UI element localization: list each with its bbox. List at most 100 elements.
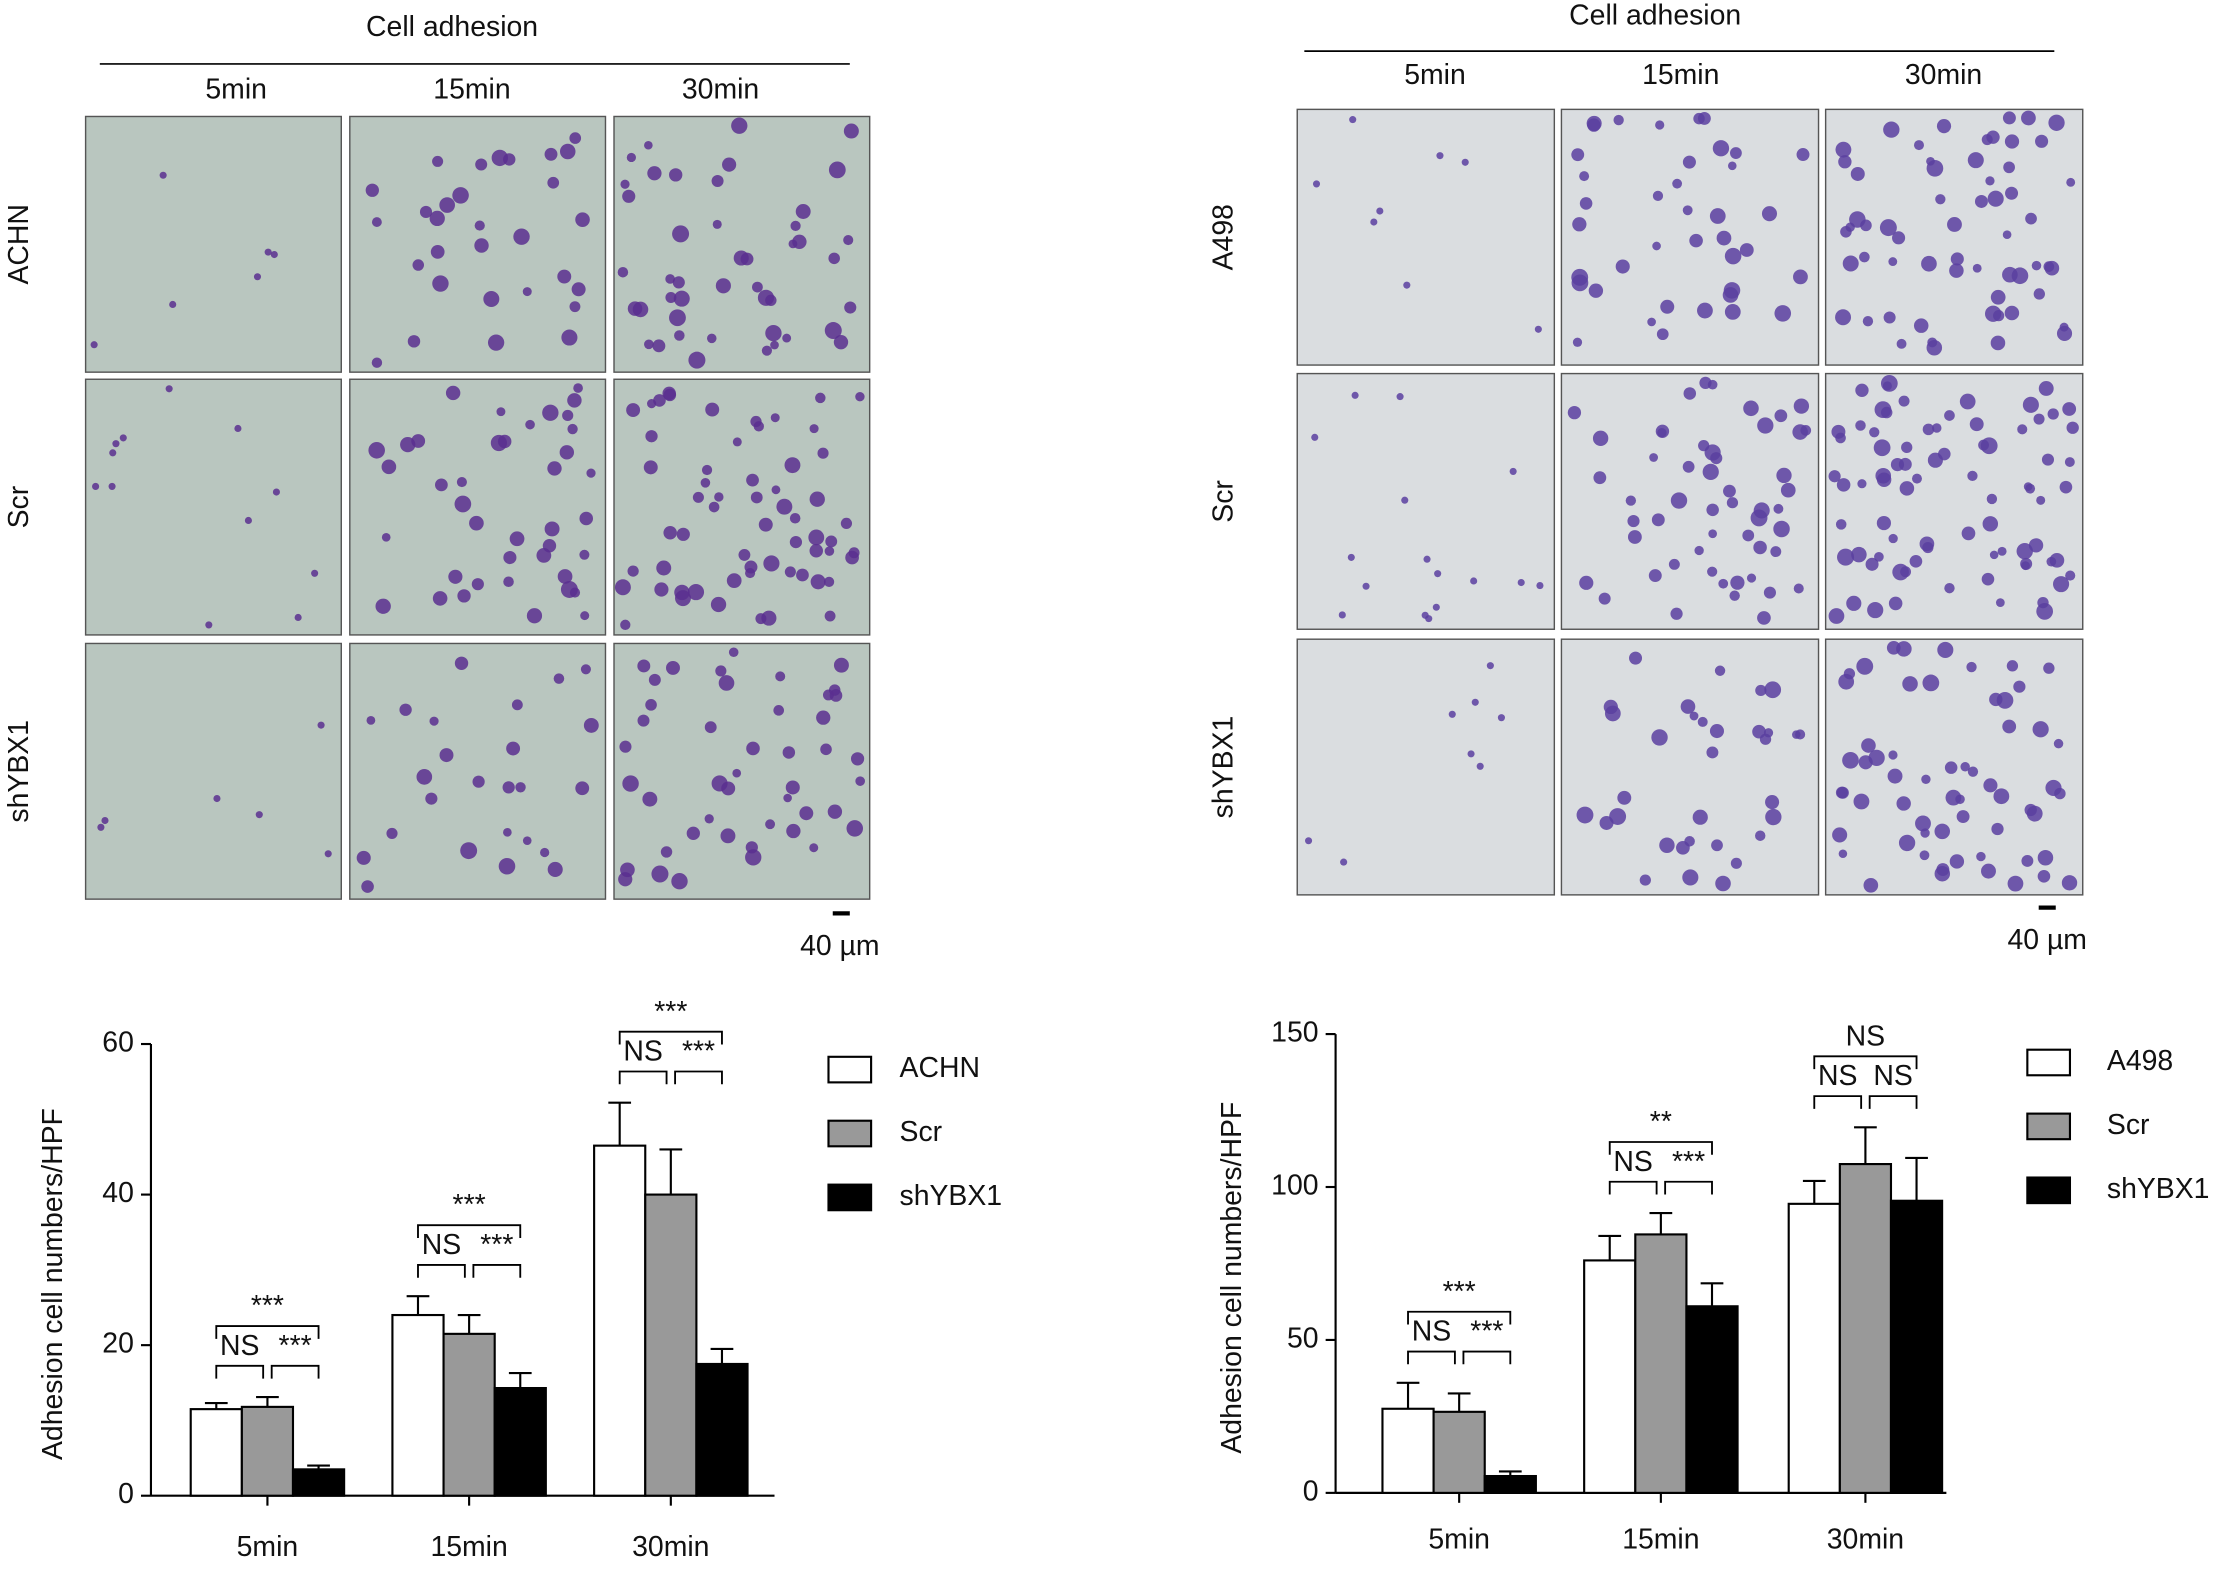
- cell: [425, 792, 438, 805]
- cell: [622, 775, 639, 792]
- cell: [1991, 822, 2004, 836]
- micrograph: [1824, 108, 2084, 366]
- cell: [1592, 430, 1609, 447]
- cell: [1981, 863, 1996, 879]
- cell: [559, 445, 575, 460]
- cell: [645, 699, 657, 711]
- bar: [1838, 1163, 1893, 1494]
- cell: [782, 333, 792, 343]
- cell: [829, 689, 843, 702]
- cell: [1832, 827, 1848, 843]
- micrograph: [1296, 638, 1556, 896]
- cell: [580, 664, 591, 675]
- significance-bracket: [417, 1224, 522, 1238]
- cell: [770, 340, 779, 350]
- cell: [1792, 424, 1808, 440]
- cell: [1774, 305, 1792, 322]
- cell: [750, 491, 763, 504]
- cell: [732, 768, 742, 778]
- cell: [1876, 515, 1891, 531]
- bar: [493, 1386, 547, 1497]
- cell: [1476, 762, 1484, 770]
- cell: [439, 748, 454, 763]
- cell: [1627, 530, 1642, 544]
- cell: [1461, 158, 1469, 166]
- y-axis-label: Adhesion cell numbers/HPF: [1216, 1102, 1248, 1454]
- cell: [1704, 444, 1721, 461]
- panel-header: Cell adhesion: [366, 11, 538, 43]
- cell: [1835, 432, 1846, 444]
- cell: [1432, 603, 1440, 611]
- cell: [1421, 611, 1429, 619]
- cell: [457, 589, 471, 603]
- cell: [1888, 257, 1898, 266]
- cell: [2021, 561, 2030, 571]
- cell: [740, 252, 754, 266]
- cell: [1682, 155, 1696, 169]
- cell: [1376, 207, 1384, 215]
- cell: [720, 828, 736, 844]
- cell: [1396, 393, 1404, 401]
- significance-label: ***: [453, 1189, 486, 1221]
- column-label: 5min: [205, 73, 267, 105]
- cell: [234, 424, 242, 433]
- cell: [626, 152, 636, 163]
- cell: [1869, 427, 1880, 438]
- cell: [1886, 640, 1901, 655]
- significance-bracket: [1813, 1095, 1863, 1109]
- cell: [1579, 575, 1594, 590]
- cell: [1955, 794, 1965, 805]
- cell: [771, 485, 781, 495]
- cell: [580, 611, 590, 621]
- cell: [469, 515, 484, 531]
- cell: [1793, 583, 1804, 594]
- cell: [843, 234, 854, 246]
- cell: [2047, 408, 2059, 420]
- cell: [1572, 217, 1587, 232]
- cell: [2011, 267, 2029, 285]
- cell: [1851, 546, 1867, 563]
- cell: [2066, 421, 2079, 434]
- cell: [1340, 858, 1348, 866]
- cell: [456, 476, 467, 488]
- cell: [547, 461, 562, 476]
- cell: [788, 239, 798, 249]
- cell: [656, 560, 672, 576]
- cell: [1757, 611, 1771, 625]
- cell: [1471, 698, 1479, 706]
- cell: [817, 447, 829, 459]
- cell: [1670, 492, 1688, 509]
- cell: [1579, 197, 1593, 210]
- cell: [775, 671, 786, 682]
- cell: [2004, 134, 2020, 149]
- cell: [1593, 471, 1607, 485]
- legend-label: Scr: [2107, 1109, 2150, 1141]
- column-label: 5min: [1404, 59, 1466, 91]
- cell: [112, 440, 120, 448]
- row-label: ACHN: [3, 204, 35, 284]
- cell: [669, 168, 683, 182]
- cell: [432, 155, 444, 167]
- cell: [761, 345, 772, 356]
- cell: [1859, 251, 1870, 263]
- cell: [726, 573, 742, 588]
- cell: [522, 836, 532, 845]
- legend-swatch: [2026, 1048, 2072, 1077]
- cell: [1898, 395, 1910, 407]
- cell: [675, 590, 691, 607]
- y-tick-label: 0: [118, 1478, 134, 1510]
- cell: [1652, 241, 1661, 251]
- cell: [1853, 793, 1870, 810]
- cell: [653, 394, 666, 407]
- cell: [1919, 850, 1930, 861]
- bar: [1381, 1407, 1435, 1494]
- cell: [1615, 259, 1630, 274]
- cell: [782, 746, 796, 759]
- cell: [1835, 141, 1852, 158]
- cell: [1986, 493, 1998, 505]
- cell: [672, 225, 690, 243]
- legend-swatch: [2026, 1176, 2072, 1205]
- cell: [1676, 840, 1690, 855]
- cell: [1486, 662, 1494, 670]
- significance-label: NS: [422, 1229, 461, 1261]
